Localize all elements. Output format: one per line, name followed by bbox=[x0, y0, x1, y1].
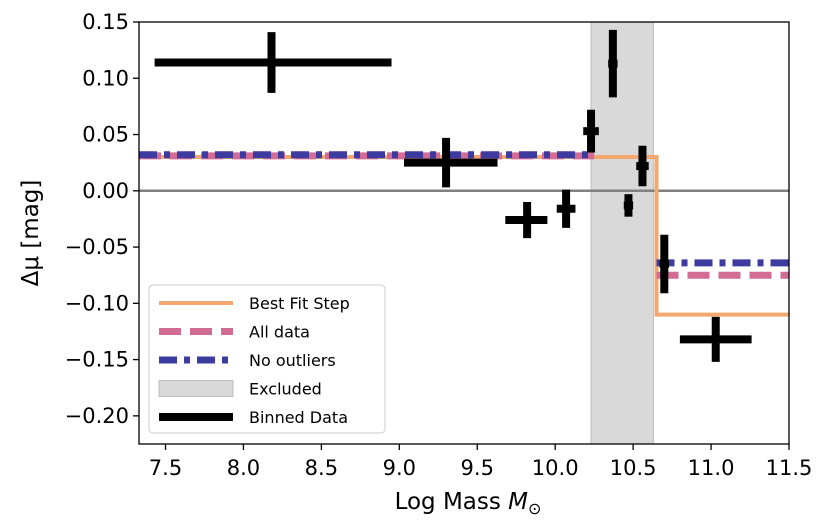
x-axis-label-symbol: M bbox=[508, 489, 528, 515]
legend-entry: Best Fit Step bbox=[159, 294, 350, 313]
binned-point bbox=[556, 189, 576, 228]
binned-point bbox=[636, 145, 649, 187]
plot-area bbox=[139, 22, 789, 444]
y-tick-label: −0.15 bbox=[65, 348, 129, 372]
legend-label: Binned Data bbox=[249, 408, 348, 427]
binned-point bbox=[659, 234, 669, 294]
y-tick-label: −0.05 bbox=[65, 235, 129, 259]
y-tick-label: 0.15 bbox=[82, 10, 129, 34]
binned-point bbox=[583, 109, 599, 153]
binned-point bbox=[403, 137, 498, 188]
x-tick-label: 11.0 bbox=[688, 456, 735, 480]
x-tick-label: 9.5 bbox=[461, 456, 494, 480]
legend-label: Excluded bbox=[249, 380, 322, 399]
x-tick-label: 8.0 bbox=[227, 456, 260, 480]
binned-point bbox=[505, 202, 548, 239]
excluded-region bbox=[590, 22, 654, 444]
binned-point bbox=[679, 316, 752, 362]
legend-entry: No outliers bbox=[159, 351, 336, 370]
legend-label: Best Fit Step bbox=[249, 294, 350, 313]
x-tick-label: 7.5 bbox=[149, 456, 182, 480]
y-axis-label: Δμ [mag] bbox=[18, 180, 44, 287]
binned-point bbox=[608, 29, 618, 98]
legend: Best Fit Step All data No outliers Excluded… bbox=[148, 284, 386, 434]
x-tick-label: 11.5 bbox=[766, 456, 813, 480]
legend-entry: All data bbox=[159, 323, 310, 342]
axes-frame bbox=[138, 21, 790, 445]
legend-label: No outliers bbox=[249, 351, 336, 370]
x-axis-label-text: Log Mass bbox=[395, 489, 509, 515]
x-tick-label: 8.5 bbox=[305, 456, 338, 480]
x-tick-label: 9.0 bbox=[383, 456, 416, 480]
binned-point bbox=[154, 32, 392, 93]
x-tick-label: 10.0 bbox=[532, 456, 579, 480]
y-tick-label: 0.10 bbox=[82, 66, 129, 90]
x-tick-label: 10.5 bbox=[610, 456, 657, 480]
y-tick-label: 0.00 bbox=[82, 179, 129, 203]
x-axis-label: Log Mass M⊙ bbox=[395, 489, 542, 518]
y-tick-label: −0.20 bbox=[65, 404, 129, 428]
legend-label: All data bbox=[249, 323, 310, 342]
y-tick-label: 0.05 bbox=[82, 123, 129, 147]
legend-entry: Excluded bbox=[158, 380, 322, 399]
x-axis-label-subscript: ⊙ bbox=[528, 499, 541, 518]
binned-point bbox=[623, 194, 634, 217]
y-tick-label: −0.10 bbox=[65, 291, 129, 315]
legend-entry: Binned Data bbox=[159, 408, 348, 427]
legend-swatch-excluded bbox=[158, 380, 234, 397]
